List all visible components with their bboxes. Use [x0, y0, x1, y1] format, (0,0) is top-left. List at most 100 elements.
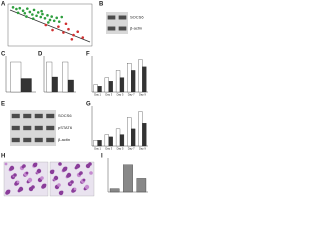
blot-band — [34, 137, 43, 143]
cell — [34, 162, 38, 166]
blot-background — [106, 12, 128, 34]
bar — [138, 111, 143, 147]
cell — [7, 189, 11, 193]
cell — [88, 162, 92, 166]
bar — [62, 61, 69, 93]
panel-label: E — [1, 102, 5, 108]
cell — [70, 180, 74, 184]
bar — [123, 164, 133, 193]
cell — [53, 175, 59, 181]
blot-band — [34, 113, 43, 119]
cell — [13, 173, 17, 177]
cell — [36, 168, 42, 174]
bar — [131, 70, 136, 93]
scatter-point — [48, 18, 52, 22]
scatter-point — [25, 15, 28, 18]
cell — [58, 162, 62, 166]
blot-band — [118, 15, 127, 20]
cell — [82, 178, 86, 182]
cell — [22, 164, 26, 168]
bar — [109, 188, 120, 193]
cell — [64, 166, 68, 170]
scatter-point — [21, 9, 25, 13]
x-tick-label: Day 1 — [94, 93, 101, 97]
blot-band — [23, 125, 32, 131]
scatter-point — [31, 13, 34, 16]
cell — [27, 177, 33, 183]
cell — [60, 190, 64, 194]
panel-label: H — [1, 154, 5, 160]
cell — [43, 183, 47, 187]
scatter-point — [57, 20, 61, 23]
blot-row-label: β-actin — [58, 137, 70, 142]
scatter-point — [55, 16, 59, 20]
cell — [73, 187, 77, 191]
scatter-point — [62, 31, 65, 34]
scatter-point — [28, 10, 32, 14]
bar — [115, 70, 121, 93]
scatter-point — [46, 14, 49, 17]
bar — [104, 77, 109, 93]
trend-line — [9, 9, 91, 43]
bar — [20, 78, 32, 93]
bar — [136, 178, 147, 193]
blot-row-label: SOCS6 — [58, 113, 72, 118]
cell — [16, 180, 20, 184]
x-tick-label: Day 1 — [94, 147, 101, 151]
bar — [142, 122, 147, 147]
cell — [4, 162, 8, 166]
bar — [93, 84, 98, 93]
cell — [89, 171, 93, 175]
scatter-point — [47, 21, 50, 24]
scatter-point — [41, 12, 44, 16]
cell — [25, 171, 29, 175]
scatter-point — [16, 11, 20, 15]
cell — [40, 176, 44, 180]
blot-band — [11, 137, 20, 143]
scatter-point — [11, 6, 15, 9]
bar — [10, 61, 22, 93]
bar — [108, 136, 113, 147]
bar — [108, 81, 113, 93]
blot-band — [46, 137, 55, 143]
x-tick-label: Day 3 — [105, 147, 112, 151]
cell — [84, 184, 90, 190]
x-tick-label: Day 5 — [117, 93, 124, 97]
scatter-point — [26, 7, 29, 10]
bar — [127, 117, 132, 147]
scatter-point — [57, 25, 60, 28]
scatter-point — [60, 15, 64, 19]
blot-row-label: SOCS6 — [130, 15, 144, 20]
cell — [31, 185, 35, 189]
bar — [119, 134, 125, 147]
scatter-point — [52, 19, 56, 23]
panel-label: G — [86, 102, 91, 108]
scatter-point — [51, 28, 54, 32]
blot-band — [34, 125, 43, 131]
scatter-point — [67, 27, 70, 31]
x-tick-label: Day 3 — [105, 93, 112, 97]
scatter-point — [15, 7, 18, 11]
x-tick-label: Day 7 — [128, 93, 135, 97]
bar — [104, 134, 109, 147]
panel-label: I — [101, 154, 103, 160]
x-tick-label: Day 5 — [117, 147, 124, 151]
cell — [51, 169, 55, 173]
scatter-point — [23, 11, 27, 15]
bar — [67, 79, 74, 93]
bar — [93, 140, 98, 147]
scatter-point — [35, 14, 38, 18]
blot-band — [118, 26, 127, 31]
scatter-point — [70, 37, 74, 41]
scatter-point — [72, 33, 75, 37]
bar — [131, 128, 136, 147]
scatter-point — [50, 15, 53, 18]
blot-band — [107, 15, 116, 20]
scatter-point — [76, 30, 80, 34]
bar — [97, 86, 102, 93]
cell — [57, 183, 61, 187]
blot-band — [11, 113, 20, 119]
scatter-point — [43, 16, 47, 20]
cell — [75, 163, 81, 169]
scatter-point — [31, 17, 35, 21]
